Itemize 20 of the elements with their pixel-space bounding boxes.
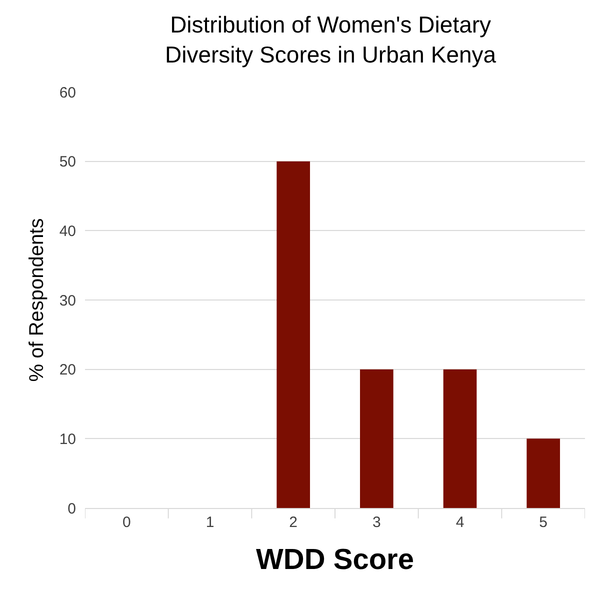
y-tick-label: 50	[59, 154, 76, 171]
bar	[443, 369, 477, 508]
y-tick-label: 20	[59, 362, 76, 379]
y-tick-label: 10	[59, 430, 76, 448]
bar	[276, 161, 310, 508]
x-tick-label: 1	[206, 514, 214, 531]
y-tick-label: 0	[68, 500, 76, 518]
x-tick-label: 2	[289, 514, 298, 531]
x-tick-label: 3	[372, 514, 381, 531]
y-axis-title: % of Respondents	[26, 218, 48, 382]
x-tick-label: 5	[539, 514, 548, 531]
x-axis-title: WDD Score	[256, 544, 414, 576]
x-tick-label: 0	[122, 514, 131, 531]
bar	[360, 369, 394, 508]
y-tick-label: 40	[59, 222, 76, 240]
chart-title: Distribution of Women's Dietary Diversity Scores in Urban Kenya	[165, 11, 496, 68]
y-tick-label: 30	[59, 292, 76, 310]
x-tick-label: 4	[456, 514, 464, 531]
y-tick-label: 60	[59, 84, 76, 102]
bar	[526, 438, 560, 508]
